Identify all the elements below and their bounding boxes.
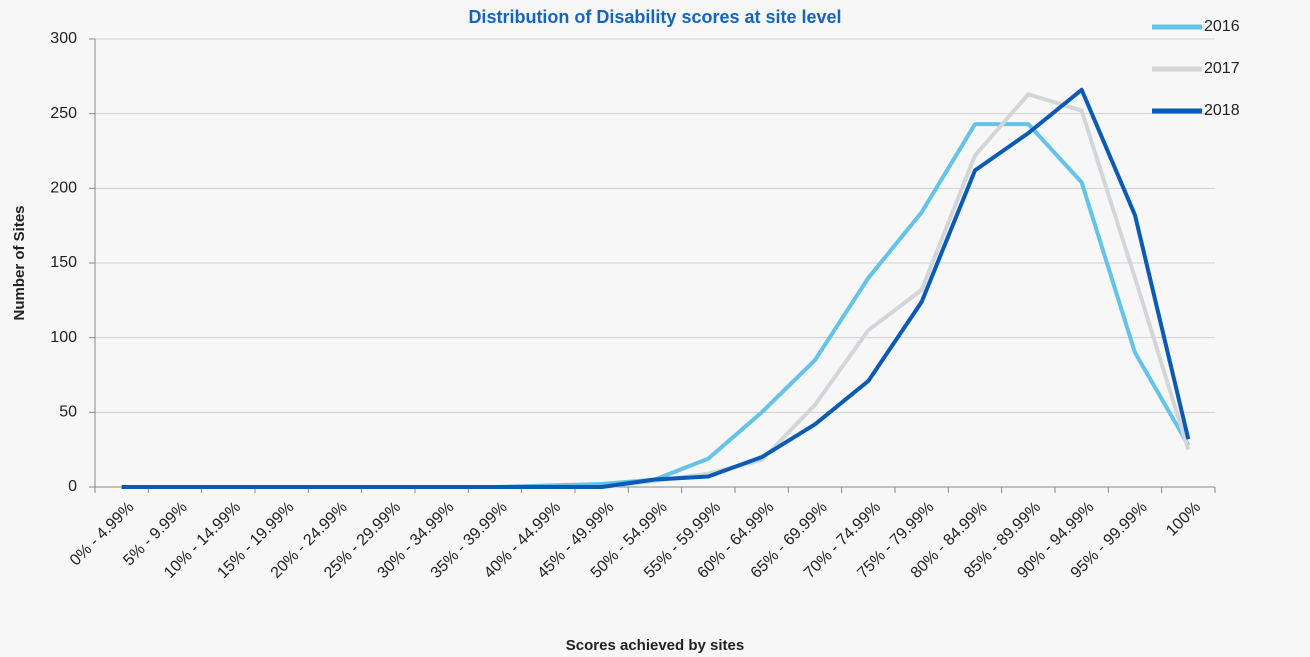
legend-label: 2016: [1204, 18, 1240, 35]
y-tick-label: 250: [50, 105, 77, 122]
y-tick-label: 50: [59, 404, 77, 421]
y-axis-label: Number of Sites: [11, 205, 28, 320]
y-tick-label: 100: [50, 329, 77, 346]
x-tick-label: 100%: [1163, 499, 1204, 540]
chart-title: Distribution of Disability scores at sit…: [468, 7, 841, 27]
legend-label: 2017: [1204, 60, 1240, 77]
series-line: [121, 122, 1191, 489]
y-tick-label: 150: [50, 254, 77, 271]
legend-label: 2018: [1204, 102, 1240, 119]
series-line: [121, 92, 1191, 489]
y-tick-label: 0: [68, 478, 77, 495]
y-tick-label: 300: [50, 30, 77, 47]
y-tick-label: 200: [50, 180, 77, 197]
x-axis-label: Scores achieved by sites: [566, 637, 744, 654]
series-line: [121, 87, 1191, 489]
